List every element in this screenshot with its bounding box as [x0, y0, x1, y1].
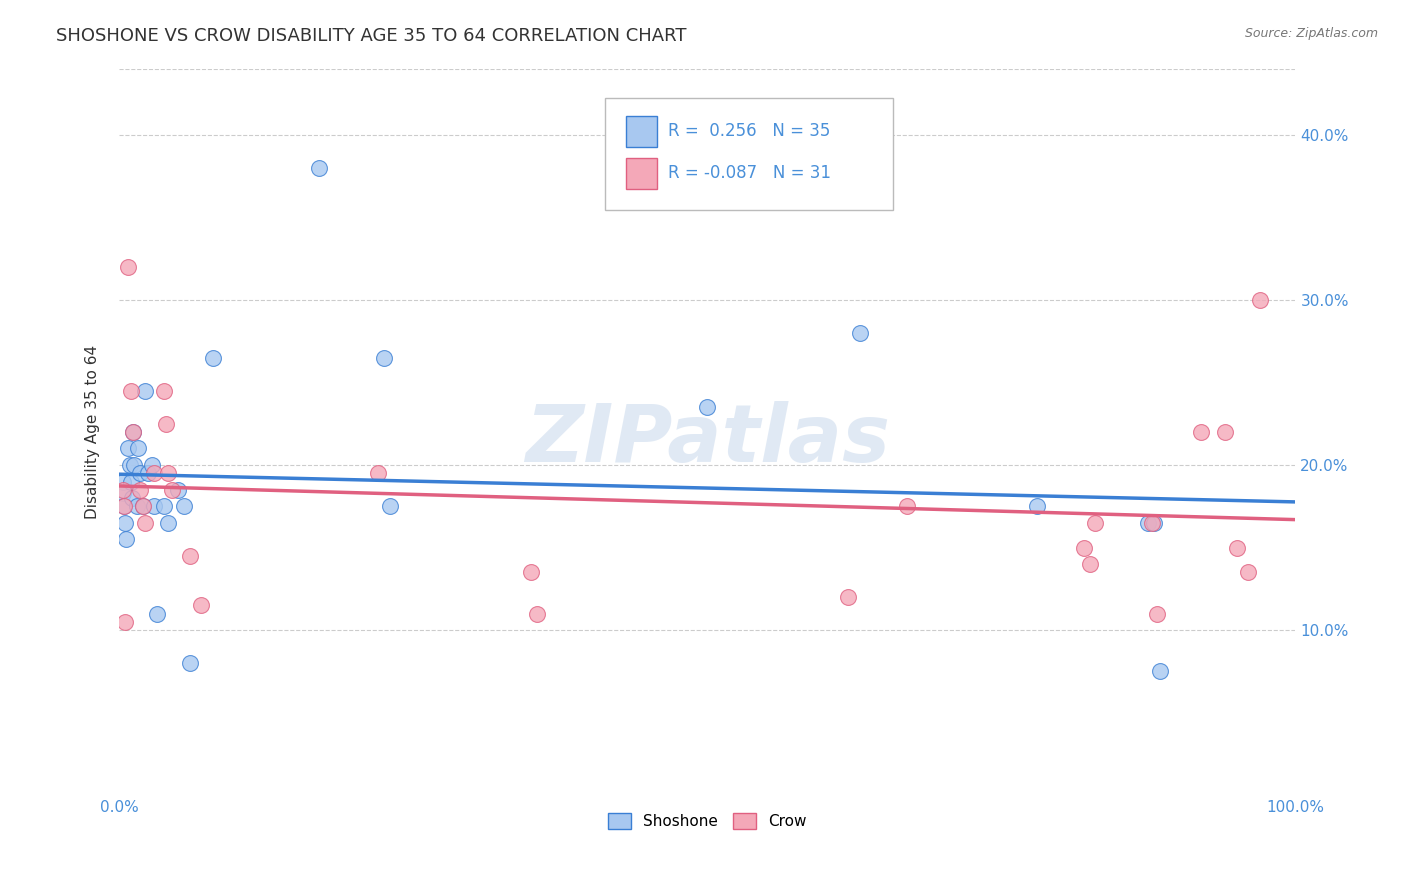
Point: [114, 615, 136, 629]
Point: [896, 500, 918, 514]
Point: [122, 425, 145, 439]
Point: [131, 500, 153, 514]
Point: [134, 384, 156, 398]
Point: [114, 516, 136, 530]
Point: [120, 384, 142, 398]
Point: [1078, 557, 1101, 571]
Point: [179, 657, 201, 671]
Point: [117, 442, 139, 456]
Point: [111, 475, 134, 489]
Point: [152, 384, 174, 398]
Text: Source: ZipAtlas.com: Source: ZipAtlas.com: [1244, 27, 1378, 40]
Point: [1137, 516, 1160, 530]
Point: [1025, 500, 1047, 514]
Point: [120, 475, 142, 489]
Text: ZIPatlas: ZIPatlas: [524, 401, 890, 479]
Point: [143, 500, 166, 514]
Point: [131, 500, 153, 514]
Point: [1189, 425, 1212, 439]
Point: [125, 500, 148, 514]
Point: [837, 590, 859, 604]
Point: [1146, 607, 1168, 621]
Point: [121, 491, 143, 505]
Point: [160, 483, 183, 497]
Point: [367, 467, 389, 481]
Point: [157, 467, 180, 481]
Point: [115, 533, 138, 547]
Point: [141, 458, 163, 472]
Text: R =  0.256   N = 35: R = 0.256 N = 35: [668, 122, 830, 140]
Point: [111, 483, 134, 497]
Point: [526, 607, 548, 621]
Point: [111, 486, 134, 500]
Point: [134, 516, 156, 530]
Legend: Shoshone, Crow: Shoshone, Crow: [602, 806, 813, 835]
Point: [378, 500, 401, 514]
Point: [167, 483, 190, 497]
Point: [1073, 541, 1095, 555]
Point: [152, 500, 174, 514]
Point: [129, 483, 152, 497]
Point: [112, 500, 135, 514]
Text: R = -0.087   N = 31: R = -0.087 N = 31: [668, 164, 831, 182]
Point: [145, 607, 167, 621]
Point: [308, 161, 330, 175]
Point: [143, 467, 166, 481]
Point: [849, 326, 872, 340]
Point: [179, 549, 201, 563]
Point: [112, 500, 135, 514]
Point: [190, 599, 212, 613]
Point: [202, 351, 225, 365]
Point: [1226, 541, 1249, 555]
Point: [1084, 516, 1107, 530]
Point: [1249, 293, 1271, 307]
Point: [155, 417, 177, 431]
Point: [1140, 516, 1163, 530]
Point: [696, 400, 718, 414]
Point: [1149, 665, 1171, 679]
Point: [520, 566, 543, 580]
Point: [122, 425, 145, 439]
Point: [173, 500, 195, 514]
Point: [138, 467, 160, 481]
Point: [127, 442, 149, 456]
Point: [124, 458, 146, 472]
Y-axis label: Disability Age 35 to 64: Disability Age 35 to 64: [86, 345, 100, 519]
Point: [157, 516, 180, 530]
Point: [1143, 516, 1166, 530]
Point: [118, 458, 141, 472]
Point: [373, 351, 395, 365]
Text: SHOSHONE VS CROW DISABILITY AGE 35 TO 64 CORRELATION CHART: SHOSHONE VS CROW DISABILITY AGE 35 TO 64…: [56, 27, 686, 45]
Point: [1213, 425, 1236, 439]
Point: [117, 260, 139, 274]
Point: [1237, 566, 1260, 580]
Point: [129, 467, 152, 481]
